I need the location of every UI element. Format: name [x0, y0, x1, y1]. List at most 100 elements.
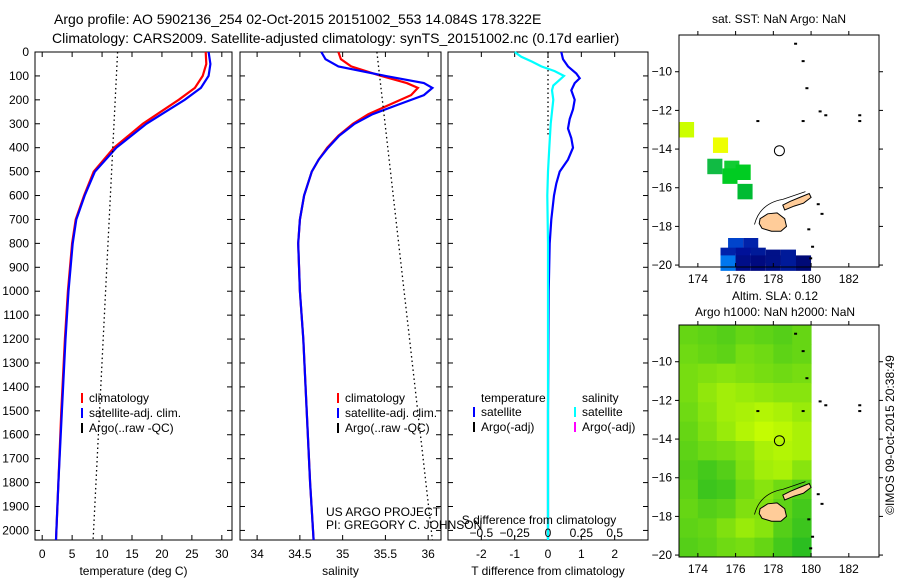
- series-line-argo-raw-qc-: [376, 51, 434, 541]
- x-tick-label: 174: [688, 272, 708, 286]
- sla-cell: [697, 537, 718, 558]
- islet: [858, 404, 862, 407]
- islet: [794, 42, 798, 45]
- x-tick-label: 30: [215, 547, 229, 561]
- sla-cell: [716, 402, 737, 423]
- y-tick-label: 1300: [2, 356, 29, 370]
- y-tick-label: −16: [652, 471, 673, 485]
- sst-cell: [737, 183, 753, 200]
- project-label: US ARGO PROJECT: [326, 505, 441, 519]
- y-tick-label: −10: [652, 65, 673, 79]
- pi-label: PI: GREGORY C. JOHNSON: [326, 518, 482, 532]
- y-tick-label: 1700: [2, 452, 29, 466]
- sla-cell: [792, 441, 812, 461]
- sst-cell: [735, 164, 751, 180]
- islet: [811, 535, 815, 538]
- copyright-stamp: ©IMOS 09-Oct-2015 20:38:49: [883, 355, 897, 515]
- sla-cell: [697, 441, 718, 461]
- y-tick-label: −16: [652, 181, 673, 195]
- sla-cell: [735, 383, 755, 403]
- x-tick-label: 15: [125, 547, 139, 561]
- y-tick-label: 100: [9, 69, 29, 83]
- x-tick-label: -1: [509, 547, 520, 561]
- sla-cell: [792, 402, 812, 423]
- sla-cell: [792, 325, 812, 345]
- y-tick-label: −20: [652, 548, 673, 562]
- sla-cell: [716, 441, 737, 461]
- sla-cell: [716, 344, 737, 365]
- sla-cell: [679, 344, 699, 365]
- top-axis-label: S difference from climatology: [462, 513, 617, 527]
- sla-cell: [716, 479, 737, 500]
- sla-cell: [679, 537, 699, 558]
- y-tick-label: 300: [9, 117, 29, 131]
- panel-difference: -2 -1 0 1 2 T difference from climatology temp…: [447, 51, 649, 578]
- sla-cell: [792, 537, 812, 558]
- sla-cell: [792, 363, 812, 384]
- sla-cell: [754, 325, 774, 345]
- sla-cell: [754, 344, 774, 365]
- islet: [801, 410, 805, 413]
- sla-cell: [773, 383, 793, 403]
- x-tick-label: 25: [185, 547, 199, 561]
- x-tick-label: 1: [578, 547, 585, 561]
- sla-cell: [697, 402, 718, 423]
- map-sla_map: 174 176 178 180 182 −10 −12 −14 −16 −18 −20 Altim. …: [652, 289, 883, 576]
- y-tick-label: 1900: [2, 500, 29, 514]
- sla-cell: [735, 421, 755, 442]
- islet: [801, 120, 805, 123]
- sla-cell: [697, 479, 718, 500]
- sla-cell: [773, 325, 793, 345]
- sla-cell: [679, 441, 699, 461]
- sla-cell: [792, 460, 812, 481]
- sla-cell: [754, 383, 774, 403]
- sla-cell: [735, 479, 755, 500]
- islet: [858, 410, 862, 413]
- sla-cell: [735, 344, 755, 365]
- panel-salinity: 34 34.5 35 35.5 36 salinity climatologysatelli…: [239, 51, 442, 578]
- figure-title-line1: Argo profile: AO 5902136_254 02-Oct-2015…: [54, 11, 541, 27]
- sla-cell: [773, 344, 793, 365]
- y-tick-label: −10: [652, 355, 673, 369]
- sla-cell: [773, 518, 793, 539]
- sla-cell: [792, 344, 812, 365]
- islet: [858, 120, 862, 123]
- map-title-line2: Argo h1000: NaN h2000: NaN: [695, 305, 855, 319]
- sla-cell: [679, 325, 699, 345]
- sla-cell: [697, 460, 718, 481]
- sla-cell: [754, 537, 774, 558]
- sla-cell: [697, 363, 718, 384]
- x-tick-label: -2: [476, 547, 487, 561]
- x-tick-label: 36: [421, 547, 435, 561]
- sla-cell: [679, 383, 699, 403]
- islet: [816, 203, 820, 206]
- islet: [794, 332, 798, 335]
- map-title-line1: Altim. SLA: 0.12: [732, 289, 818, 303]
- legend-heading: salinity: [582, 391, 619, 405]
- sla-cell: [679, 479, 699, 500]
- plot-frame: [34, 51, 233, 541]
- y-tick-label: 900: [9, 260, 29, 274]
- map-background: [679, 35, 879, 267]
- sla-cell: [716, 537, 737, 558]
- x-tick-label: 182: [839, 562, 859, 576]
- sla-cell: [754, 421, 774, 442]
- x-axis-label: salinity: [322, 564, 359, 578]
- y-tick-label: 600: [9, 189, 29, 203]
- y-tick-label: 400: [9, 141, 29, 155]
- legend-entry: Argo(-adj): [481, 420, 534, 434]
- x-tick-label: 182: [839, 272, 859, 286]
- sst-cell: [795, 255, 812, 271]
- islet: [809, 257, 813, 260]
- sla-cell: [735, 363, 755, 384]
- island-viti-levu: [758, 212, 788, 232]
- y-tick-label: 1000: [2, 284, 29, 298]
- y-tick-label: −20: [652, 258, 673, 272]
- sla-cell: [679, 460, 699, 481]
- sla-cell: [754, 441, 774, 461]
- sla-cell: [735, 499, 755, 519]
- plot-frame: [239, 51, 442, 541]
- islet: [756, 120, 760, 123]
- sst-cell: [750, 255, 766, 271]
- sla-cell: [716, 518, 737, 539]
